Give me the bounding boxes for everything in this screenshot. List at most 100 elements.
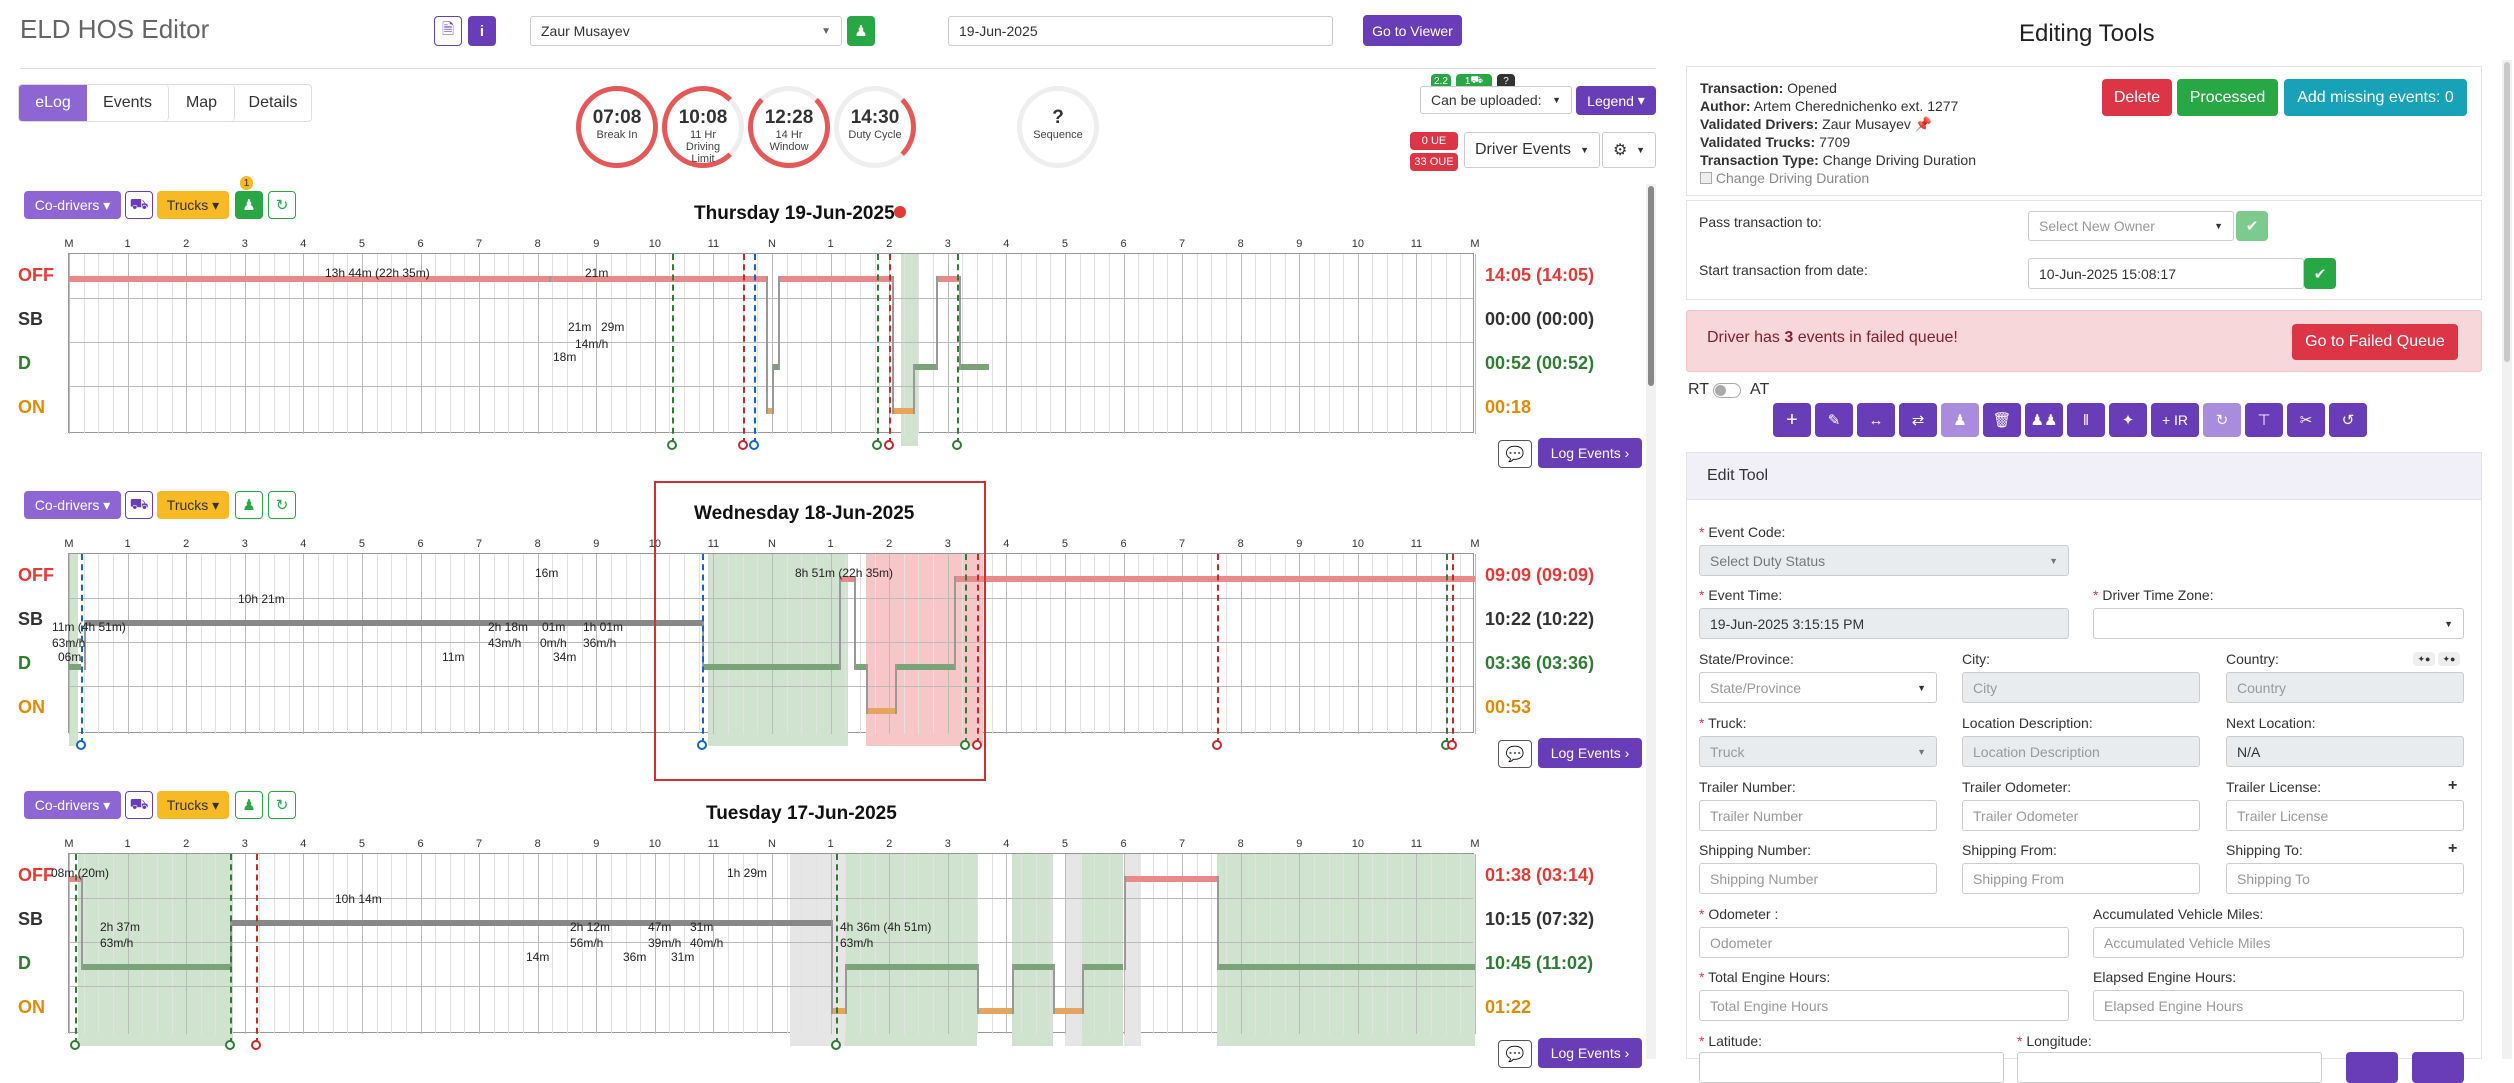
duty-line[interactable]: [892, 408, 913, 414]
truck-select[interactable]: Truck ▼: [1699, 736, 1937, 767]
truck-icon-button[interactable]: ⛟: [125, 191, 153, 219]
go-to-viewer-button[interactable]: Go to Viewer: [1363, 15, 1462, 46]
tab-details[interactable]: Details: [248, 94, 298, 111]
text-format-icon[interactable]: ⊤: [2245, 403, 2283, 437]
event-marker[interactable]: [836, 854, 839, 1044]
event-marker-icon[interactable]: [884, 440, 895, 450]
refresh-icon-button[interactable]: ↻: [268, 791, 296, 819]
magic-wand-icon[interactable]: ✦: [2109, 403, 2147, 437]
event-marker-icon[interactable]: [696, 740, 707, 750]
event-marker[interactable]: [80, 554, 83, 744]
users-icon[interactable]: ♟♟: [2025, 403, 2063, 437]
event-code-select[interactable]: Select Duty Status ▼: [1699, 545, 2069, 576]
trucks-dropdown[interactable]: Trucks ▾: [157, 491, 229, 519]
trailer-license-input[interactable]: Trailer License: [2226, 800, 2464, 831]
add-shipping-icon[interactable]: +: [2448, 840, 2458, 857]
trucks-dropdown[interactable]: Trucks ▾: [157, 191, 229, 219]
help-badge[interactable]: ?: [1497, 74, 1515, 89]
event-marker-icon[interactable]: [737, 440, 748, 450]
duty-line[interactable]: [69, 276, 550, 282]
legend-button[interactable]: Legend ▾: [1576, 86, 1656, 115]
event-marker[interactable]: [1217, 554, 1220, 744]
duty-line[interactable]: [854, 664, 866, 670]
person-driving-icon-button[interactable]: ♟: [235, 791, 263, 819]
add-missing-events-button[interactable]: Add missing events: 0: [2284, 79, 2467, 116]
scissors-icon[interactable]: ✂: [2287, 403, 2325, 437]
duty-line[interactable]: [777, 276, 893, 282]
country-input[interactable]: Country: [2226, 672, 2464, 703]
event-marker[interactable]: [701, 554, 704, 744]
odometer-input[interactable]: Odometer: [1699, 927, 2069, 958]
log-events-button[interactable]: Log Events ›: [1538, 1038, 1642, 1068]
trucks-dropdown[interactable]: Trucks ▾: [157, 791, 229, 819]
refresh-icon-button[interactable]: ↻: [268, 191, 296, 219]
event-time-input[interactable]: 19-Jun-2025 3:15:15 PM: [1699, 608, 2069, 639]
duty-line[interactable]: [953, 576, 1475, 582]
duty-line[interactable]: [230, 920, 831, 926]
map-pick-button[interactable]: [2412, 1052, 2464, 1083]
duty-line[interactable]: [83, 620, 702, 626]
elapsed-engine-hours-input[interactable]: Elapsed Engine Hours: [2093, 990, 2464, 1021]
duty-line[interactable]: [549, 276, 767, 282]
duty-line[interactable]: [912, 364, 937, 370]
event-marker[interactable]: [965, 554, 968, 744]
graph-scrollbar[interactable]: [1646, 184, 1656, 1059]
duty-line[interactable]: [1123, 876, 1218, 882]
timezone-select[interactable]: ▼: [2093, 608, 2464, 639]
truck-icon-button[interactable]: ⛟: [125, 491, 153, 519]
accumulated-miles-input[interactable]: Accumulated Vehicle Miles: [2093, 927, 2464, 958]
duty-line[interactable]: [977, 1008, 1013, 1014]
event-marker-icon[interactable]: [960, 740, 971, 750]
user-icon[interactable]: ♟: [1941, 403, 1979, 437]
duty-line[interactable]: [1012, 964, 1054, 970]
event-marker[interactable]: [672, 254, 675, 444]
event-marker-icon[interactable]: [1212, 740, 1223, 750]
duty-line[interactable]: [1053, 1008, 1083, 1014]
event-marker-icon[interactable]: [749, 440, 760, 450]
event-marker[interactable]: [230, 854, 233, 1044]
event-marker-icon[interactable]: [667, 440, 678, 450]
event-marker[interactable]: [956, 254, 959, 444]
event-marker-icon[interactable]: [1446, 740, 1457, 750]
event-marker[interactable]: [889, 254, 892, 444]
add-trailer-icon[interactable]: +: [2448, 777, 2458, 794]
event-marker[interactable]: [1451, 554, 1454, 744]
shipping-number-input[interactable]: Shipping Number: [1699, 863, 1937, 894]
person-driving-icon-button[interactable]: ♟: [235, 491, 263, 519]
event-marker[interactable]: [754, 254, 757, 444]
event-marker-icon[interactable]: [951, 440, 962, 450]
add-event-icon[interactable]: +: [1773, 403, 1811, 437]
info-icon-button[interactable]: i: [468, 16, 496, 46]
change-duration-checkbox[interactable]: [1700, 172, 1712, 184]
location-description-input[interactable]: Location Description: [1962, 736, 2200, 767]
person-driving-icon-button[interactable]: ♟: [235, 191, 263, 219]
duty-line[interactable]: [936, 276, 960, 282]
columns-icon[interactable]: ‖: [2067, 403, 2105, 437]
duty-line[interactable]: [1217, 964, 1475, 970]
event-marker-icon[interactable]: [872, 440, 883, 450]
event-marker-icon[interactable]: [225, 1040, 236, 1050]
shipping-to-input[interactable]: Shipping To: [2226, 863, 2464, 894]
comment-icon-button[interactable]: 💬: [1498, 740, 1532, 768]
event-marker[interactable]: [74, 854, 77, 1044]
refresh-icon[interactable]: ↻: [2203, 403, 2241, 437]
duty-line[interactable]: [845, 964, 978, 970]
trailer-number-input[interactable]: Trailer Number: [1699, 800, 1937, 831]
location-pin-alt-icon[interactable]: ✦●: [2438, 652, 2460, 666]
event-marker-icon[interactable]: [69, 1040, 80, 1050]
settings-dropdown[interactable]: ⚙ ▼: [1602, 132, 1656, 168]
add-ir-button[interactable]: + IR: [2151, 403, 2199, 437]
confirm-owner-button[interactable]: ✔: [2236, 211, 2268, 241]
event-marker[interactable]: [877, 254, 880, 444]
start-date-input[interactable]: 10-Jun-2025 15:08:17: [2028, 258, 2304, 289]
log-grid[interactable]: M 1 2 3 4 5 6 7 8 9 10 11 N 1 2 3 4 5 6 7 8 9 10 11 M 13h 44m (22…: [64, 238, 1480, 450]
duty-line[interactable]: [895, 664, 954, 670]
event-marker-icon[interactable]: [75, 740, 86, 750]
event-marker-icon[interactable]: [251, 1040, 262, 1050]
resize-icon[interactable]: ↔: [1857, 403, 1895, 437]
tab-elog[interactable]: eLog: [19, 85, 87, 121]
event-marker[interactable]: [977, 554, 980, 744]
codrivers-dropdown[interactable]: Co-drivers ▾: [24, 191, 121, 219]
tab-events[interactable]: Events: [87, 85, 169, 121]
duty-line[interactable]: [701, 664, 840, 670]
